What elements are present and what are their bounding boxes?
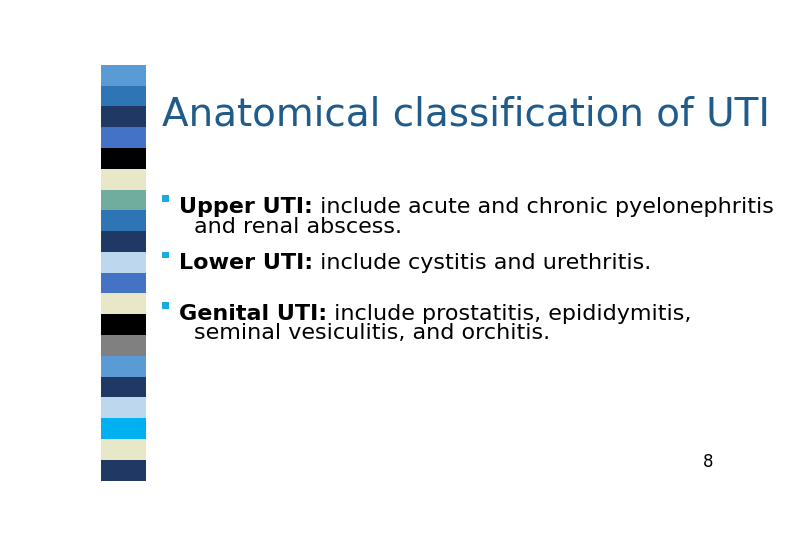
Text: Anatomical classification of UTI: Anatomical classification of UTI: [162, 96, 770, 133]
Text: Lower UTI:: Lower UTI:: [179, 253, 313, 273]
Bar: [101, 273, 146, 294]
Bar: [101, 210, 146, 231]
Text: Upper UTI:: Upper UTI:: [179, 197, 313, 217]
Bar: [101, 106, 146, 127]
Bar: [101, 85, 146, 106]
Bar: [101, 314, 146, 335]
Bar: [101, 377, 146, 397]
Text: include prostatitis, epididymitis,: include prostatitis, epididymitis,: [327, 303, 691, 323]
Bar: [101, 439, 146, 460]
Bar: [101, 168, 146, 190]
Bar: [101, 397, 146, 418]
Bar: [101, 190, 146, 211]
Bar: [101, 356, 146, 377]
Bar: [101, 231, 146, 252]
Bar: [162, 252, 168, 259]
Bar: [162, 195, 168, 202]
Text: include cystitis and urethritis.: include cystitis and urethritis.: [313, 253, 651, 273]
Bar: [101, 418, 146, 439]
Bar: [101, 127, 146, 148]
Bar: [101, 252, 146, 273]
Text: include acute and chronic pyelonephritis: include acute and chronic pyelonephritis: [313, 197, 774, 217]
Text: seminal vesiculitis, and orchitis.: seminal vesiculitis, and orchitis.: [194, 323, 550, 343]
Bar: [101, 335, 146, 356]
Bar: [101, 460, 146, 481]
Text: 8: 8: [703, 454, 714, 471]
Bar: [162, 301, 168, 308]
Text: and renal abscess.: and renal abscess.: [194, 217, 403, 237]
Bar: [101, 65, 146, 85]
Bar: [101, 294, 146, 314]
Bar: [101, 148, 146, 168]
Text: Genital UTI:: Genital UTI:: [179, 303, 327, 323]
